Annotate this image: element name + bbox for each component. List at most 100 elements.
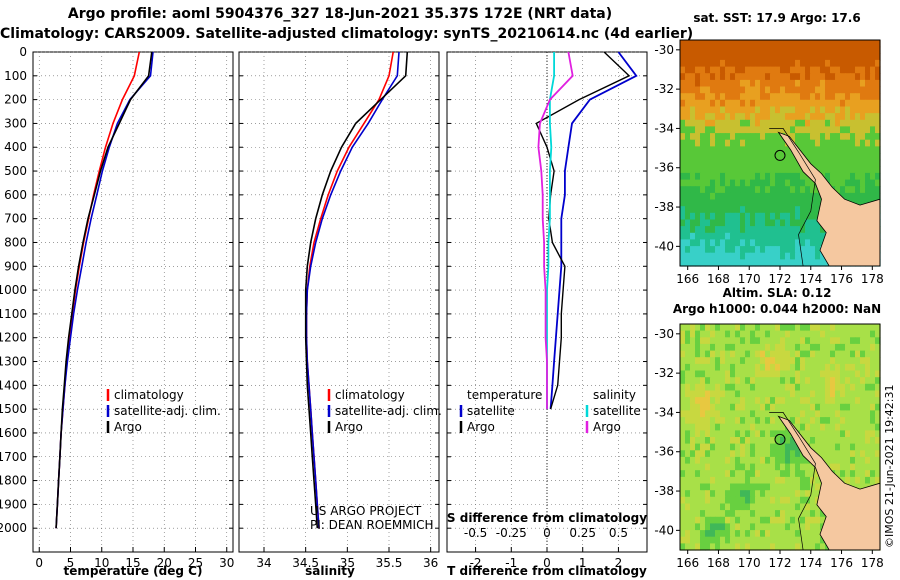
depth-tick-label: 800: [4, 235, 27, 249]
sla-map-cell: [690, 423, 696, 431]
sla-map-cell: [740, 377, 746, 385]
sla-map-cell: [815, 423, 821, 431]
sst-map-cell: [855, 192, 861, 201]
sla-map-cell: [705, 357, 711, 365]
sla-map-cell: [740, 456, 746, 465]
sst-map-cell: [850, 73, 856, 81]
sla-map-cell: [825, 383, 831, 391]
sla-map-cell: [690, 397, 696, 405]
sst-map-cell: [740, 153, 746, 161]
sla-map-cell: [705, 350, 711, 358]
sst-map-cell: [815, 99, 821, 107]
sla-map-cell: [775, 410, 781, 418]
sla-map-cell: [700, 430, 706, 438]
temperature-panel-xtick-label: 20: [157, 556, 172, 570]
sla-map-cell: [715, 370, 721, 378]
sst-map-cell: [685, 219, 691, 227]
sla-map-cell: [795, 330, 801, 338]
sla-map-cell: [840, 370, 846, 378]
sst-map-cell: [865, 53, 871, 61]
sst-map-cell: [825, 66, 831, 74]
sla-map-cell: [805, 470, 811, 478]
sla-map-cell: [820, 343, 826, 352]
sla-map-cell: [800, 330, 806, 338]
sst-map-cell: [780, 219, 786, 227]
sst-map-cell: [805, 106, 811, 114]
sst-map-cell: [815, 139, 821, 147]
sla-map-cell: [755, 463, 761, 471]
sst-map-cell: [725, 86, 731, 94]
sst-map-cell: [765, 73, 771, 81]
sst-map-cell: [755, 219, 761, 227]
sst-map-cell: [730, 192, 736, 201]
sla-map-cell: [735, 523, 741, 531]
sst-map-cell: [690, 106, 696, 114]
sst-map-cell: [685, 46, 691, 54]
sst-map-cell: [705, 79, 711, 88]
sla-map-title-line2: Argo h1000: 0.044 h2000: NaN: [673, 302, 881, 316]
sla-map-cell: [735, 516, 741, 524]
sla-map-cell: [835, 403, 841, 411]
sst-map-cell: [740, 212, 746, 220]
sst-map-cell: [730, 186, 736, 194]
sst-map-cell: [805, 219, 811, 227]
sla-map-ytick-label: -30: [654, 327, 674, 341]
sst-map-cell: [815, 192, 821, 201]
sla-map-cell: [875, 363, 881, 372]
sla-map-cell: [855, 343, 861, 352]
sst-map-cell: [755, 46, 761, 54]
sst-map-cell: [700, 192, 706, 201]
sst-map-cell: [680, 159, 686, 167]
sla-map-cell: [680, 443, 686, 451]
salinity-legend-label: Argo: [335, 420, 363, 434]
sst-map-cell: [760, 126, 766, 134]
sst-map-cell: [755, 93, 761, 101]
sla-map-cell: [770, 470, 776, 478]
sst-map-cell: [690, 93, 696, 101]
sst-map-cell: [685, 259, 691, 267]
sst-map-cell: [780, 186, 786, 194]
sla-map-cell: [865, 350, 871, 358]
sst-map-cell: [830, 179, 836, 187]
sst-map-cell: [870, 46, 876, 54]
sst-map-cell: [715, 93, 721, 101]
sst-map-cell: [740, 179, 746, 187]
sla-map-cell: [750, 363, 756, 372]
sst-map-cell: [850, 79, 856, 88]
sst-map-cell: [860, 192, 866, 201]
sla-map-cell: [815, 397, 821, 405]
sst-map-cell: [750, 259, 756, 267]
sst-map-cell: [870, 113, 876, 121]
sst-map-cell: [725, 192, 731, 201]
sst-map-cell: [705, 166, 711, 174]
sst-map-cell: [700, 153, 706, 161]
sst-map-cell: [740, 206, 746, 214]
sst-map-cell: [775, 113, 781, 121]
sla-map-cell: [775, 450, 781, 458]
sst-map-cell: [725, 40, 731, 48]
sst-map-cell: [830, 126, 836, 134]
sla-map-cell: [740, 423, 746, 431]
sst-map-cell: [770, 99, 776, 107]
sla-map-cell: [820, 536, 826, 544]
sst-map-cell: [725, 246, 731, 254]
sla-map-cell: [805, 476, 811, 485]
sla-map-cell: [710, 423, 716, 431]
sla-map-cell: [815, 530, 821, 538]
sst-map-cell: [840, 166, 846, 174]
sla-map-cell: [775, 343, 781, 352]
sla-map-cell: [770, 377, 776, 385]
sst-map-cell: [685, 73, 691, 81]
sla-map-cell: [745, 410, 751, 418]
sst-map-cell: [795, 86, 801, 94]
sst-map-cell: [755, 146, 761, 154]
sla-map-cell: [865, 377, 871, 385]
sst-map-cell: [685, 106, 691, 114]
sst-map-cell: [680, 126, 686, 134]
sst-map-cell: [715, 179, 721, 187]
sst-map-cell: [735, 53, 741, 61]
sla-map-cell: [845, 343, 851, 352]
sst-map-cell: [730, 153, 736, 161]
sla-map-cell: [705, 530, 711, 538]
sst-map-cell: [795, 53, 801, 61]
